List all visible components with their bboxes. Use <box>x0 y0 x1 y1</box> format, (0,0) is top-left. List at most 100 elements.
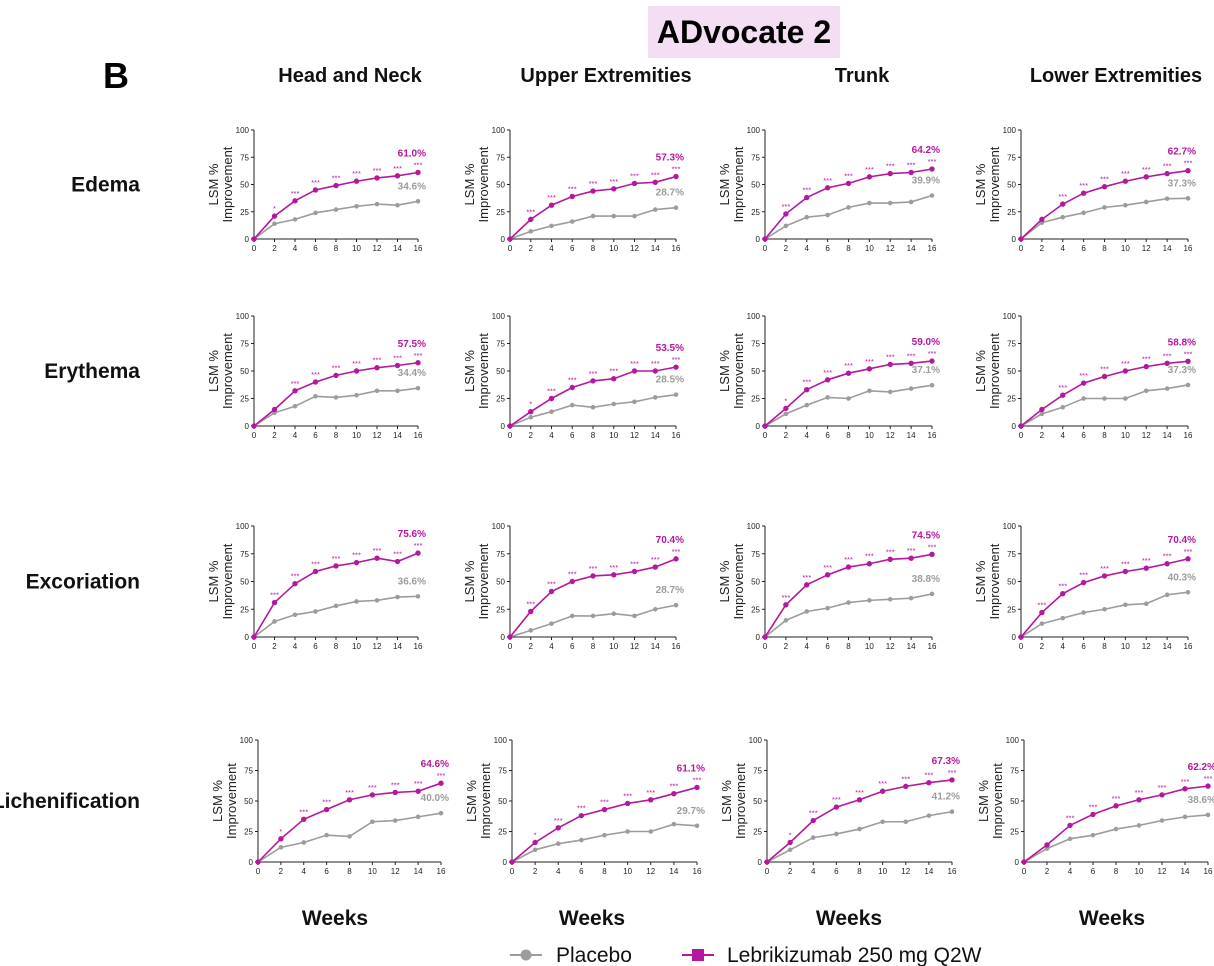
significance-marker: * <box>789 830 792 839</box>
significance-marker: *** <box>373 356 382 365</box>
significance-marker: *** <box>1181 777 1190 786</box>
y-tick-label: 50 <box>240 367 249 376</box>
lebrikizumab-end-label: 64.2% <box>912 145 940 156</box>
x-tick-label: 6 <box>1091 867 1096 876</box>
lebrikizumab-data-point <box>251 236 257 242</box>
lebrikizumab-data-point <box>631 180 638 187</box>
significance-marker: *** <box>311 178 320 187</box>
placebo-end-label: 40.3% <box>1168 572 1196 583</box>
x-tick-label: 12 <box>1142 244 1151 253</box>
x-tick-label: 12 <box>1142 642 1151 651</box>
x-tick-label: 14 <box>651 431 660 440</box>
x-tick-label: 0 <box>765 867 770 876</box>
y-tick-label: 0 <box>756 422 761 431</box>
placebo-data-point <box>347 834 352 839</box>
y-tick-label: 25 <box>240 395 249 404</box>
significance-marker: *** <box>568 184 577 193</box>
significance-marker: *** <box>1163 162 1172 171</box>
placebo-data-point <box>555 841 561 846</box>
lebrikizumab-data-point <box>1018 634 1024 640</box>
placebo-data-point <box>1185 382 1191 388</box>
y-tick-label: 25 <box>240 605 249 614</box>
row-label-erythema: Erythema <box>44 360 140 383</box>
lebrikizumab-data-point <box>1080 380 1087 386</box>
lebrikizumab-data-point <box>278 836 284 842</box>
placebo-data-point <box>611 611 617 616</box>
significance-marker: *** <box>1163 351 1172 360</box>
significance-marker: *** <box>1058 383 1067 392</box>
placebo-data-point <box>694 823 700 829</box>
placebo-data-point <box>867 388 872 394</box>
placebo-data-point <box>673 602 679 608</box>
significance-marker: *** <box>352 551 361 560</box>
x-tick-label: 16 <box>693 867 702 876</box>
y-tick-label: 25 <box>244 828 253 837</box>
x-tick-label: 6 <box>1081 642 1086 651</box>
significance-marker: *** <box>1079 181 1088 190</box>
y-tick-label: 50 <box>240 578 249 587</box>
x-tick-label: 2 <box>272 431 277 440</box>
lebrikizumab-data-point <box>292 388 298 394</box>
significance-marker: *** <box>332 363 341 372</box>
y-tick-label: 75 <box>240 153 249 162</box>
significance-marker: * <box>534 830 537 839</box>
y-axis-title-line1: LSM % <box>462 350 477 392</box>
lebrikizumab-data-point <box>887 556 893 562</box>
legend: Placebo Lebrikizumab 250 mg Q2W <box>510 944 982 966</box>
y-axis-title-line1: LSM % <box>717 350 732 392</box>
lebrikizumab-end-label: 64.6% <box>421 759 449 770</box>
y-tick-label: 50 <box>751 181 760 190</box>
lebrikizumab-data-point <box>1090 811 1096 818</box>
significance-marker: *** <box>609 177 618 186</box>
placebo-data-point <box>929 193 935 198</box>
lebrikizumab-data-point <box>671 790 677 797</box>
placebo-data-point <box>1136 823 1142 828</box>
placebo-data-point <box>324 832 329 838</box>
y-axis-title-line1: LSM % <box>462 560 477 602</box>
x-tick-label: 0 <box>252 244 257 253</box>
lebrikizumab-data-point <box>631 368 638 374</box>
y-tick-label: 0 <box>503 858 508 867</box>
significance-marker: *** <box>291 189 300 198</box>
y-axis-title-line1: LSM % <box>719 780 734 822</box>
panel-letter: B <box>103 55 129 96</box>
placebo-data-point <box>354 204 359 209</box>
placebo-data-point <box>857 826 862 832</box>
lebrikizumab-data-point <box>548 588 555 595</box>
placebo-data-point <box>1143 601 1149 606</box>
y-axis-title-line2: Improvement <box>224 763 239 839</box>
significance-marker: *** <box>802 573 811 582</box>
significance-marker: *** <box>651 359 660 368</box>
y-tick-label: 50 <box>751 578 760 587</box>
lebrikizumab-data-point <box>1021 859 1027 865</box>
lebrikizumab-data-point <box>532 839 538 846</box>
lebrikizumab-data-point <box>1185 556 1191 562</box>
lebrikizumab-data-point <box>652 564 658 570</box>
significance-marker: *** <box>547 387 556 396</box>
placebo-data-point <box>846 600 851 605</box>
y-tick-label: 25 <box>751 605 760 614</box>
x-tick-label: 6 <box>1081 244 1086 253</box>
y-axis-title-line1: LSM % <box>206 560 221 602</box>
lebrikizumab-data-point <box>507 423 513 429</box>
x-tick-label: 8 <box>347 867 352 876</box>
x-tick-label: 4 <box>1068 867 1073 876</box>
significance-marker: *** <box>600 798 609 807</box>
x-tick-label: 12 <box>1158 867 1167 876</box>
placebo-data-point <box>1185 196 1191 201</box>
y-axis-title-line2: Improvement <box>731 333 746 409</box>
y-tick-label: 0 <box>245 235 250 244</box>
y-tick-label: 50 <box>240 181 249 190</box>
placebo-data-point <box>438 810 444 816</box>
lebrikizumab-data-point <box>569 384 575 391</box>
panel-lichenification-trunk: 0 25 50 75 100 0 2 4 6 8 10 12 14 16 LSM % Improvement 4… <box>719 736 960 876</box>
y-tick-label: 75 <box>753 767 762 776</box>
placebo-data-point <box>867 200 872 206</box>
placebo-data-point <box>846 396 851 401</box>
placebo-series-line <box>511 823 698 863</box>
y-tick-label: 75 <box>240 550 249 559</box>
y-axis-title-line2: Improvement <box>987 146 1002 222</box>
lebrikizumab-end-label: 61.1% <box>677 763 705 774</box>
lebrikizumab-data-point <box>1060 201 1066 207</box>
lebrikizumab-data-point <box>926 780 932 786</box>
